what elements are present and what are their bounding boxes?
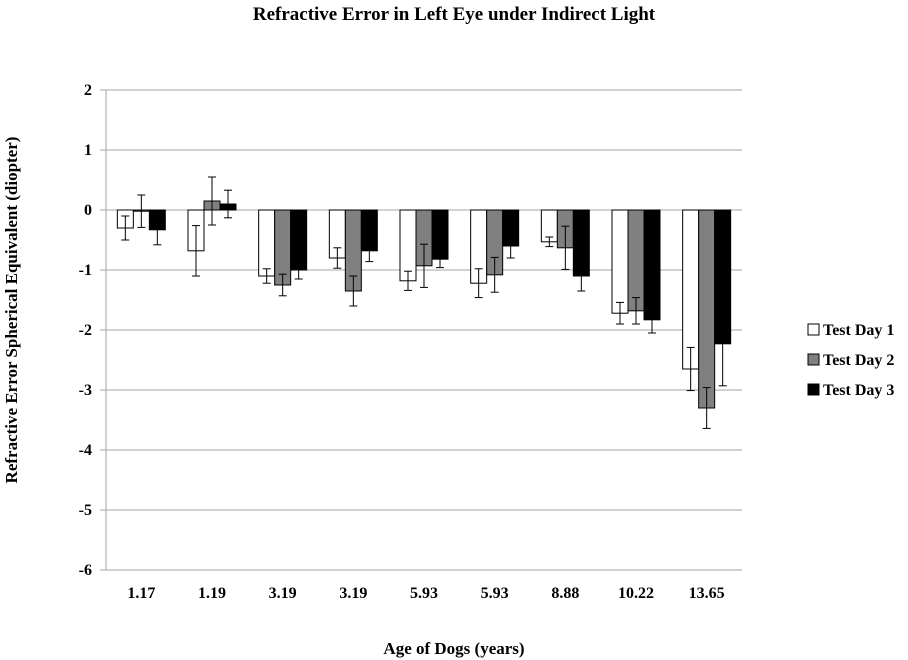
error-bar <box>137 194 146 228</box>
error-bar <box>545 236 554 248</box>
y-tick-label: 1 <box>84 142 92 159</box>
legend-label: Test Day 3 <box>823 382 894 399</box>
bar <box>698 209 716 409</box>
x-tick-label: 13.65 <box>689 585 725 602</box>
error-bar <box>718 301 727 387</box>
x-tick-label: 1.19 <box>198 585 226 602</box>
x-axis-ticks: 1.17 1.19 3.19 3.19 5.93 5.93 8.88 10.22 13.65 <box>127 585 724 602</box>
chart-title: Refractive Error in Left Eye under Indir… <box>253 4 656 25</box>
legend: Test Day 1 Test Day 2 Test Day 3 <box>807 322 894 399</box>
x-tick-label: 10.22 <box>618 585 654 602</box>
x-tick-label: 5.93 <box>481 585 509 602</box>
y-axis-label: Refractive Error Spherical Equivalent (d… <box>2 137 21 484</box>
error-bar <box>404 270 412 291</box>
error-bar <box>365 239 374 263</box>
legend-swatch <box>807 383 820 396</box>
legend-swatch <box>807 353 820 366</box>
error-bar <box>490 256 499 293</box>
legend-swatch <box>807 323 820 336</box>
error-bar <box>686 346 695 392</box>
bar <box>643 209 661 321</box>
error-bar <box>616 301 624 325</box>
error-bar <box>506 233 515 259</box>
bars <box>116 200 732 409</box>
gridlines <box>106 89 742 571</box>
y-tick-label: -6 <box>79 562 92 579</box>
error-bar <box>577 260 586 292</box>
x-tick-label: 8.88 <box>551 585 579 602</box>
error-bar <box>278 273 287 297</box>
y-axis-ticks: 2 1 0 -1 -2 -3 -4 -5 -6 <box>79 82 106 579</box>
y-tick-label: -5 <box>79 502 92 519</box>
x-tick-label: 3.19 <box>339 585 367 602</box>
legend-label: Test Day 2 <box>823 352 894 369</box>
error-bar <box>224 189 232 219</box>
y-tick-label: -2 <box>79 322 92 339</box>
y-tick-label: 2 <box>84 82 92 99</box>
x-tick-label: 5.93 <box>410 585 438 602</box>
y-tick-label: 0 <box>84 202 92 219</box>
error-bar <box>192 225 200 277</box>
error-bar <box>702 387 711 429</box>
error-bar <box>153 214 162 246</box>
error-bar <box>648 306 656 334</box>
error-bar <box>262 268 271 284</box>
x-tick-label: 3.19 <box>269 585 297 602</box>
error-bar <box>436 250 444 269</box>
error-bar <box>121 215 130 241</box>
bar <box>611 209 629 314</box>
x-axis-label: Age of Dogs (years) <box>383 639 524 658</box>
error-bar <box>333 247 342 269</box>
bar <box>399 209 417 282</box>
bar <box>258 209 276 277</box>
x-tick-label: 1.17 <box>127 585 155 602</box>
error-bar <box>474 268 483 299</box>
legend-label: Test Day 1 <box>823 322 894 339</box>
error-bars <box>121 176 727 429</box>
y-tick-label: -1 <box>79 262 92 279</box>
bar <box>627 209 645 312</box>
bar <box>682 209 700 370</box>
error-bar <box>294 260 303 280</box>
error-bar <box>561 225 570 270</box>
error-bar <box>632 297 640 325</box>
error-bar <box>420 243 428 288</box>
y-tick-label: -3 <box>79 382 92 399</box>
y-tick-label: -4 <box>79 442 92 459</box>
error-bar <box>208 176 216 226</box>
error-bar <box>349 275 358 307</box>
